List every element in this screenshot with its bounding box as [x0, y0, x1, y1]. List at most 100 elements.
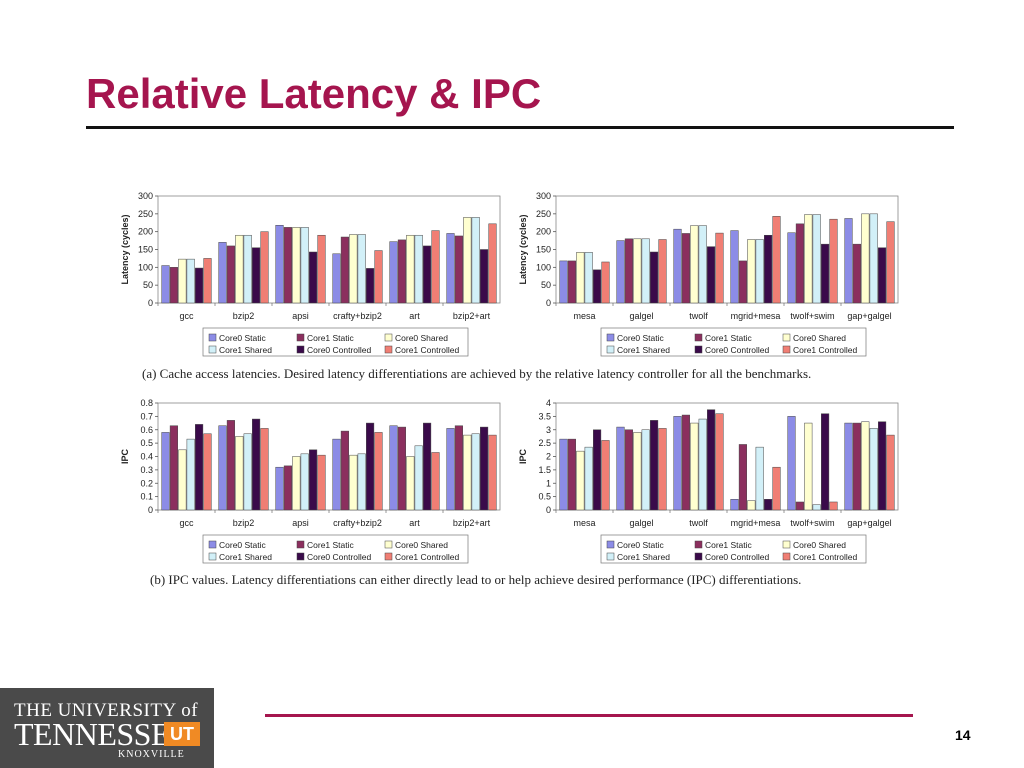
legend-swatch — [296, 333, 305, 342]
category-label: gcc — [179, 518, 194, 528]
bar-core0-controlled-gcc — [195, 267, 204, 304]
legend-swatch — [296, 345, 305, 354]
bar-core0-controlled-bzip2-art — [480, 249, 489, 304]
y-axis-label: Latency (cycles) — [120, 214, 130, 284]
bar-core1-shared-mgrid-mesa — [755, 446, 764, 511]
bar-core1-shared-mesa — [584, 252, 593, 304]
bar-core1-shared-crafty-bzip2 — [357, 234, 366, 304]
plot-area — [157, 195, 501, 304]
y-tick-label: 0.2 — [140, 478, 153, 488]
legend-label: Core1 Shared — [617, 552, 670, 562]
bar-core0-controlled-twolf — [707, 246, 716, 304]
bar-core1-static-mgrid-mesa — [738, 260, 747, 304]
plot-area — [555, 195, 899, 304]
legend-swatch — [782, 552, 791, 561]
category-label: crafty+bzip2 — [333, 518, 382, 528]
bar-core0-controlled-galgel — [650, 420, 659, 511]
bar-core0-shared-twolf-swim — [804, 422, 813, 511]
legend — [202, 327, 469, 357]
category-label: art — [409, 311, 420, 321]
y-tick-label: 100 — [536, 262, 551, 272]
bar-core0-shared-bzip2 — [235, 436, 244, 511]
legend-label: Core0 Static — [617, 333, 665, 343]
bar-core1-controlled-apsi — [317, 454, 326, 511]
bar-core0-shared-galgel — [633, 432, 642, 511]
legend-swatch — [782, 345, 791, 354]
y-tick-label: 0 — [546, 505, 551, 515]
bar-core0-static-gcc — [161, 265, 170, 304]
bar-core1-static-bzip2 — [226, 245, 235, 304]
legend-swatch — [606, 345, 615, 354]
category-label: gcc — [179, 311, 194, 321]
chart-ipc-single: 0 0.1 0.2 0.3 0.4 0.5 0.6 0.7 0.8 IPC gcc bzip2 apsi… — [120, 398, 501, 564]
y-tick-label: 0 — [148, 505, 153, 515]
bar-core1-controlled-galgel — [658, 239, 667, 304]
y-tick-label: 150 — [536, 245, 551, 255]
bar-core0-controlled-twolf-swim — [821, 413, 830, 511]
slide-title: Relative Latency & IPC — [86, 70, 542, 117]
bar-core0-shared-twolf — [690, 422, 699, 511]
category-label: mgrid+mesa — [731, 518, 781, 528]
legend-label: Core0 Static — [617, 540, 665, 550]
y-tick-label: 50 — [143, 280, 153, 290]
bar-core1-static-crafty-bzip2 — [340, 430, 349, 511]
bar-core0-controlled-crafty-bzip2 — [366, 422, 375, 511]
bar-core1-controlled-gcc — [203, 433, 212, 511]
y-tick-label: 3.5 — [538, 411, 551, 421]
legend-label: Core1 Static — [307, 540, 355, 550]
legend-swatch — [606, 333, 615, 342]
chart-latency-mixed: 0 50 100 150 200 250 300 Latency (cycles) mesa ga… — [518, 191, 899, 357]
caption-b: (b) IPC values. Latency differentiations… — [150, 572, 802, 587]
legend-label: Core0 Static — [219, 540, 267, 550]
title-underline — [86, 126, 954, 129]
legend-label: Core0 Shared — [395, 333, 448, 343]
bar-core1-controlled-bzip2 — [260, 231, 269, 304]
bar-core1-shared-bzip2-art — [471, 217, 480, 304]
bar-core1-static-bzip2-art — [454, 235, 463, 304]
bar-core1-controlled-gcc — [203, 258, 212, 304]
y-axis-label: IPC — [518, 449, 528, 465]
legend-label: Core0 Static — [219, 333, 267, 343]
bar-core0-static-crafty-bzip2 — [332, 438, 341, 511]
bar-core1-static-gap-galgel — [852, 422, 861, 511]
bar-core0-controlled-gap-galgel — [878, 421, 887, 511]
bar-core0-controlled-bzip2 — [252, 418, 261, 511]
bar-core0-controlled-twolf — [707, 409, 716, 511]
bar-core1-controlled-bzip2-art — [488, 223, 497, 304]
bar-core0-controlled-gap-galgel — [878, 247, 887, 304]
bar-core0-static-mgrid-mesa — [730, 230, 739, 304]
bar-core0-controlled-crafty-bzip2 — [366, 268, 375, 304]
y-tick-label: 100 — [138, 262, 153, 272]
legend — [600, 534, 867, 564]
bar-core1-shared-mesa — [584, 446, 593, 511]
bar-core0-shared-mesa — [576, 450, 585, 511]
bar-core1-shared-art — [414, 234, 423, 304]
bar-core1-static-gcc — [169, 267, 178, 304]
y-tick-label: 0.3 — [140, 465, 153, 475]
y-tick-label: 300 — [536, 191, 551, 201]
bar-core1-controlled-bzip2 — [260, 428, 269, 511]
legend-swatch — [694, 345, 703, 354]
logo-line2: TENNESSEE — [14, 716, 190, 752]
y-tick-label: 0.5 — [140, 438, 153, 448]
bar-core0-static-mgrid-mesa — [730, 499, 739, 511]
y-tick-label: 1 — [546, 478, 551, 488]
y-tick-label: 0 — [546, 298, 551, 308]
category-label: gap+galgel — [847, 518, 891, 528]
bar-core1-controlled-twolf-swim — [829, 218, 838, 304]
legend-label: Core0 Shared — [395, 540, 448, 550]
bar-core1-shared-twolf — [698, 418, 707, 511]
y-tick-label: 200 — [536, 227, 551, 237]
bar-core1-controlled-mgrid-mesa — [772, 466, 781, 511]
legend-swatch — [208, 552, 217, 561]
bar-core0-static-twolf — [673, 228, 682, 304]
legend-label: Core1 Controlled — [793, 552, 858, 562]
bar-core0-static-twolf-swim — [787, 416, 796, 511]
legend-label: Core1 Shared — [219, 552, 272, 562]
legend-swatch — [384, 540, 393, 549]
legend-label: Core0 Controlled — [705, 345, 770, 355]
bar-core1-controlled-mesa — [601, 261, 610, 304]
category-label: bzip2+art — [453, 518, 491, 528]
bar-core1-controlled-mesa — [601, 440, 610, 511]
